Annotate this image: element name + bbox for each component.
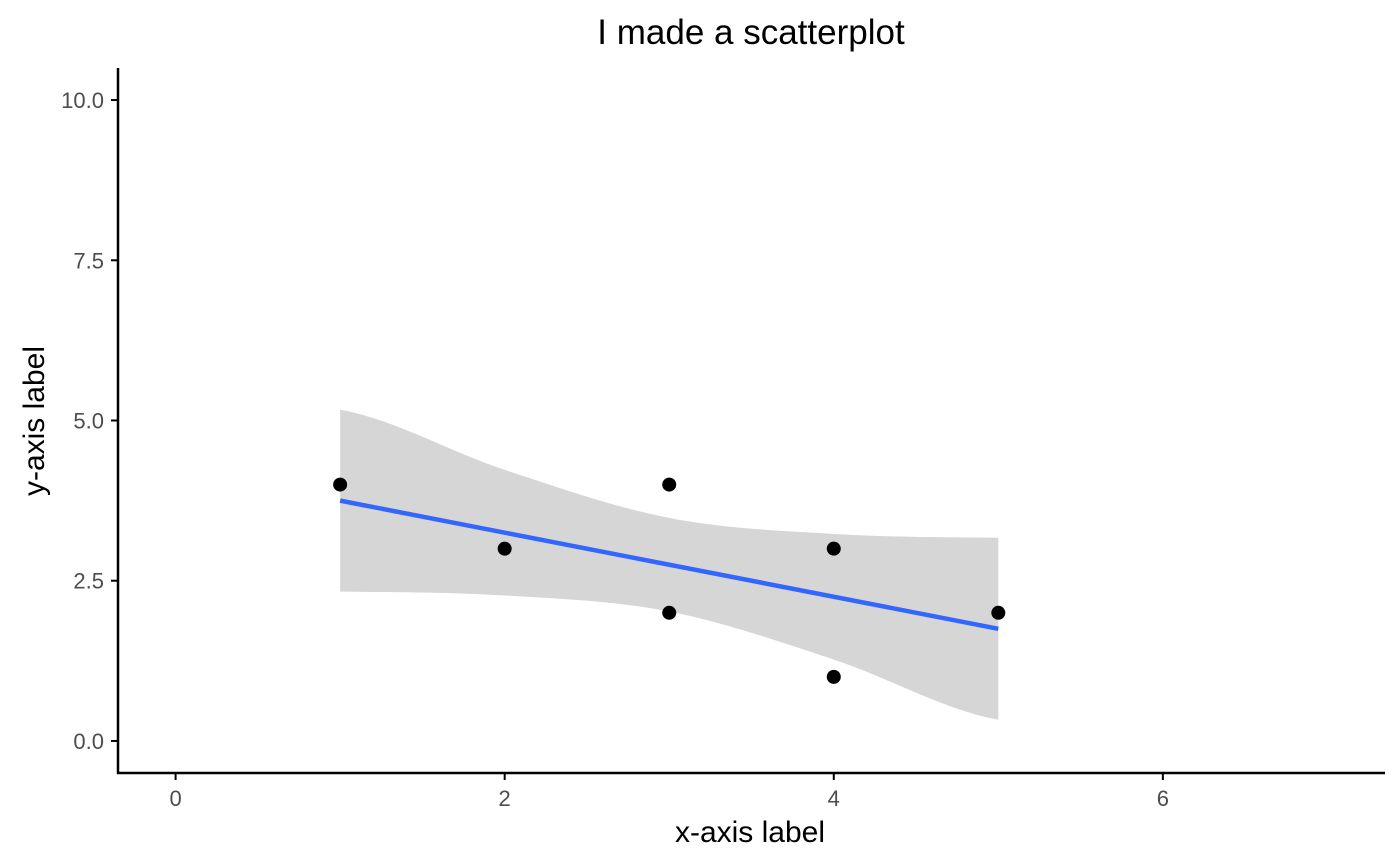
axes: 0 2 4 6 0.0 2.5 5.0 7.5 10.0 [61, 68, 1385, 811]
x-tick-label: 6 [1157, 786, 1169, 811]
y-axis-title: y-axis label [18, 346, 51, 496]
data-point [991, 605, 1006, 620]
y-tick-label: 7.5 [73, 248, 104, 273]
x-tick-label: 4 [828, 786, 840, 811]
x-tick-label: 2 [499, 786, 511, 811]
trend-line [339, 498, 999, 632]
data-point [826, 669, 841, 684]
y-tick-label: 5.0 [73, 409, 104, 434]
data-point [662, 605, 677, 620]
x-axis-title: x-axis label [675, 816, 825, 849]
data-point [497, 541, 512, 556]
chart-title: I made a scatterplot [597, 13, 905, 52]
y-tick-label: 2.5 [73, 569, 104, 594]
y-tick-label: 0.0 [73, 729, 104, 754]
plot-area [333, 409, 1006, 720]
data-point [826, 541, 841, 556]
data-point [662, 477, 677, 492]
y-tick-label: 10.0 [61, 88, 104, 113]
x-tick-label: 0 [169, 786, 181, 811]
data-point [333, 477, 348, 492]
